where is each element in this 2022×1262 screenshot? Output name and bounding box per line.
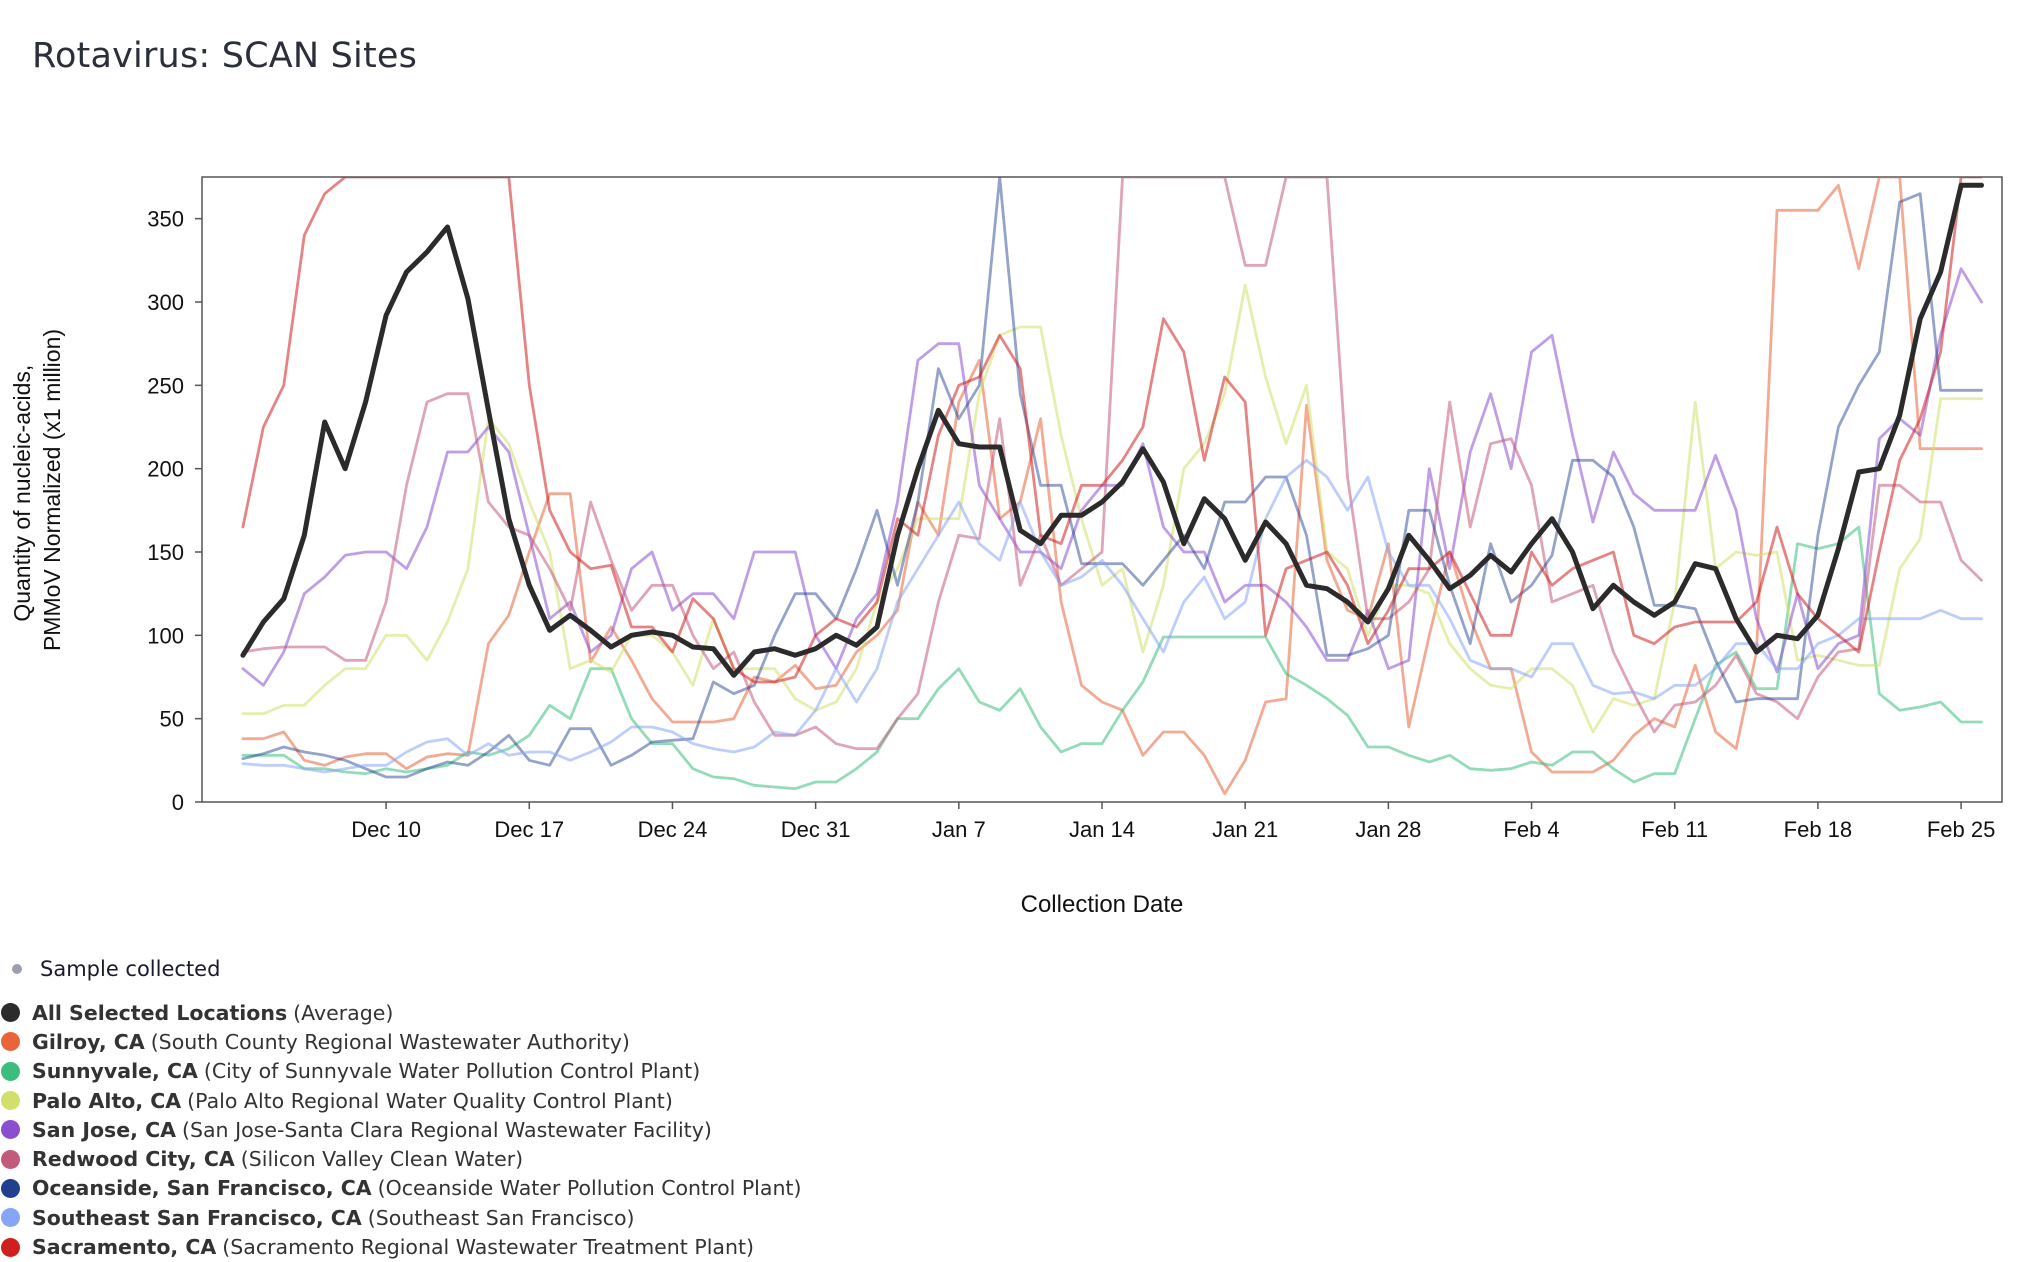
y-tick-label: 150 [147, 540, 184, 565]
x-tick-label: Feb 11 [1641, 817, 1708, 842]
series-line-southeast-san-francisco-ca[interactable] [241, 458, 1983, 774]
legend-item-description: (Silicon Valley Clean Water) [240, 1147, 524, 1172]
legend-item[interactable]: Palo Alto, CA (Palo Alto Regional Water Q… [0, 1086, 801, 1115]
legend-item-name: Sunnyvale, CA [32, 1059, 198, 1084]
y-tick-label: 250 [147, 373, 184, 398]
legend-item-description: (Palo Alto Regional Water Quality Contro… [187, 1088, 673, 1113]
legend-sample-collected: Sample collected [0, 954, 801, 984]
legend-color-dot-icon [1, 1061, 20, 1081]
y-axis-title-line-2: PMMoV Normalized (x1 million) [39, 329, 65, 651]
legend-color-dot-icon [1, 1003, 20, 1023]
y-tick-label: 350 [147, 207, 184, 232]
legend-item-description: (Average) [293, 1000, 394, 1025]
series-line-redwood-city-ca[interactable] [241, 177, 1983, 751]
series-lines [240, 177, 1984, 796]
legend-item-name: Southeast San Francisco, CA [32, 1205, 362, 1230]
legend-item[interactable]: Sacramento, CA (Sacramento Regional Waste… [0, 1232, 801, 1261]
line-chart: 0 50 100 150 200 250 300 350 Dec 10 Dec 17 Dec 24… [9, 176, 2003, 918]
legend-color-dot-icon [1, 1032, 20, 1052]
x-tick-label: Jan 21 [1212, 817, 1278, 842]
legend-item-description: (Sacramento Regional Wastewater Treatmen… [222, 1235, 754, 1260]
legend-color-dot-icon [1, 1120, 20, 1140]
legend-sample-label: Sample collected [40, 957, 221, 981]
x-axis-title: Collection Date [1021, 891, 1184, 918]
legend: Sample collected All Selected Locations(… [0, 954, 801, 1262]
legend-item-name: All Selected Locations [32, 1000, 288, 1025]
legend-item-name: San Jose, CA [32, 1117, 176, 1142]
legend-item-name: Oceanside, San Francisco, CA [32, 1176, 372, 1201]
legend-item-description: (City of Sunnyvale Water Pollution Contr… [203, 1059, 701, 1084]
series-line-sacramento-ca[interactable] [241, 177, 1983, 684]
legend-item-description: (South County Regional Wastewater Author… [150, 1029, 630, 1054]
legend-item-description: (San Jose-Santa Clara Regional Wastewate… [181, 1117, 712, 1142]
plot-frame [201, 176, 2003, 803]
legend-item-name: Sacramento, CA [32, 1235, 217, 1260]
legend-item-description: (Southeast San Francisco) [367, 1205, 635, 1230]
x-tick-label: Feb 25 [1927, 817, 1996, 842]
legend-item[interactable]: Gilroy, CA (South County Regional Wastewa… [0, 1027, 801, 1056]
page-title: Rotavirus: SCAN Sites [32, 36, 418, 76]
legend-list: All Selected Locations (Average) Gilroy, C… [0, 998, 801, 1262]
y-tick-label: 300 [147, 290, 184, 315]
legend-item[interactable]: Southeast San Francisco, CA (Southeast Sa… [0, 1203, 801, 1232]
x-tick-label: Jan 14 [1069, 817, 1135, 842]
y-tick-label: 100 [147, 623, 184, 648]
y-tick-label: 50 [160, 707, 184, 732]
legend-item[interactable]: San Jose, CA (San Jose-Santa Clara Region… [0, 1115, 801, 1144]
series-line-sunnyvale-ca[interactable] [241, 525, 1983, 791]
y-tick-label: 200 [147, 457, 184, 482]
x-tick-label: Dec 17 [494, 817, 564, 842]
series-line-all-selected-locations[interactable] [240, 182, 1984, 678]
legend-color-dot-icon [1, 1208, 20, 1228]
legend-color-dot-icon [1, 1149, 20, 1169]
legend-color-dot-icon [1, 1178, 20, 1198]
legend-item[interactable]: All Selected Locations (Average) [0, 998, 801, 1027]
series-line-palo-alto-ca[interactable] [241, 283, 1983, 734]
legend-item-name: Redwood City, CA [32, 1147, 235, 1172]
x-tick-label: Jan 7 [932, 817, 986, 842]
legend-item-name: Palo Alto, CA [32, 1088, 182, 1113]
y-tick-label: 0 [172, 790, 184, 815]
sample-dot-icon [12, 964, 22, 974]
x-tick-label: Dec 10 [351, 817, 421, 842]
x-tick-label: Dec 31 [781, 817, 851, 842]
legend-color-dot-icon [1, 1091, 20, 1111]
y-axis-title: Quantity of nucleic-acids, PMMoV Normali… [9, 329, 65, 651]
legend-item-name: Gilroy, CA [32, 1029, 145, 1054]
series-line-san-jose-ca[interactable] [241, 267, 1983, 687]
series-line-oceanside-san-francisco-ca[interactable] [241, 177, 1983, 779]
x-axis-ticks: Dec 10 Dec 17 Dec 24 Dec 31 Jan 7 Jan 14 Jan 2… [351, 802, 1995, 842]
legend-item[interactable]: Oceanside, San Francisco, CA (Oceanside W… [0, 1174, 801, 1203]
x-tick-label: Jan 28 [1355, 817, 1421, 842]
x-tick-label: Feb 18 [1784, 817, 1853, 842]
legend-color-dot-icon [1, 1237, 20, 1257]
x-tick-label: Feb 4 [1503, 817, 1559, 842]
legend-item-description: (Oceanside Water Pollution Control Plant… [377, 1176, 802, 1201]
y-axis-title-line-1: Quantity of nucleic-acids, [9, 365, 35, 622]
y-axis-ticks: 0 50 100 150 200 250 300 350 [147, 207, 202, 815]
legend-item[interactable]: Sunnyvale, CA (City of Sunnyvale Water Po… [0, 1057, 801, 1086]
legend-item[interactable]: Redwood City, CA (Silicon Valley Clean Wa… [0, 1144, 801, 1173]
x-tick-label: Dec 24 [638, 817, 708, 842]
